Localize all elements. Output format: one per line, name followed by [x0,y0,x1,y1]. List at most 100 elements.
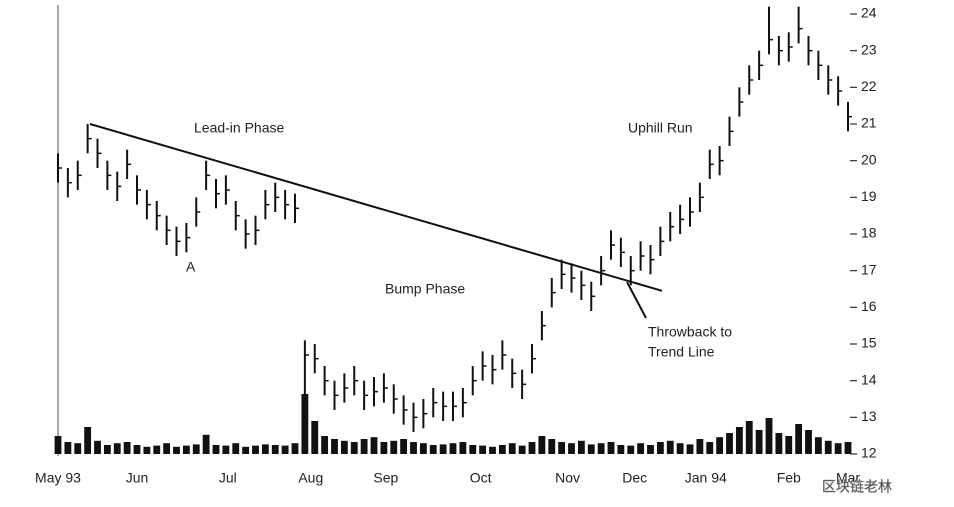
volume-bar [716,437,724,454]
volume-bar [538,436,546,454]
volume-bar [143,446,151,454]
y-tick-label: 19 [861,188,877,204]
volume-bar [429,445,437,454]
volume-bar [587,444,595,454]
volume-bar [834,443,842,454]
volume-bar [360,439,368,454]
y-tick-label: 22 [861,78,877,94]
volume-bar [627,445,635,454]
volume-bar [271,445,279,454]
annotation: Throwback to [648,324,732,340]
volume-bar [439,444,447,454]
volume-bar [489,446,496,454]
volume-bar [74,443,82,454]
volume-bar [202,434,210,454]
volume-bar [785,436,793,454]
volume-bar [350,442,358,454]
watermark: 区块链老林 [822,479,892,495]
y-tick-label: 16 [861,298,877,314]
x-tick-label: May 93 [35,470,81,486]
annotation-pointer [626,281,647,319]
volume-bar [528,442,536,454]
volume-bar [64,442,72,454]
y-tick-label: 12 [861,445,877,461]
y-tick-label: 13 [861,408,877,424]
volume-bar [380,442,388,454]
volume-bar [321,436,329,454]
volume-bar [656,442,664,454]
volume-bar [153,445,161,454]
y-tick-label: 21 [861,115,877,131]
volume-bar [795,424,803,454]
volume-bar [400,439,408,454]
y-tick-label: 20 [861,151,877,167]
volume-bar [676,443,684,454]
volume-bar [222,445,230,454]
annotation: Lead-in Phase [194,120,285,136]
x-tick-label: Jun [126,470,149,486]
volume-bar [94,440,101,454]
volume-bar [390,440,398,454]
annotation: Uphill Run [628,120,693,136]
volume-bar [54,436,62,454]
volume-bar [755,430,763,454]
x-tick-label: Nov [555,470,580,486]
volume-bar [103,445,111,454]
annotation: A [186,259,196,275]
volume-bar [469,445,477,454]
volume-bar [577,440,585,454]
y-tick-label: 17 [861,261,877,277]
trend-line [89,123,663,292]
volume-bar [479,445,487,454]
x-tick-label: Aug [298,470,323,486]
y-tick-label: 15 [861,335,877,351]
x-tick-label: Sep [373,470,398,486]
volume-bar [617,445,625,454]
volume-bar [261,444,269,454]
volume-bar [597,443,605,454]
volume-bar [410,442,417,454]
x-tick-label: Oct [470,470,492,486]
y-tick-label: 18 [861,225,877,241]
volume-bar [726,433,733,454]
volume-bar [568,443,575,454]
volume-bar [607,442,615,454]
volume-bar [775,433,783,454]
volume-bar [113,443,121,454]
volume-bar [548,439,556,454]
volume-bar [331,439,338,454]
volume-bar [232,443,240,454]
volume-bar [745,421,753,454]
volume-bar [419,443,427,454]
volume-bar [498,445,506,454]
volume-bar [508,443,516,454]
volume-bar [212,445,220,454]
volume-bar [182,445,190,454]
volume-bar [814,437,822,454]
volume-bar [311,421,319,454]
volume-bar [163,443,171,454]
annotation: Bump Phase [385,281,465,297]
volume-bar [449,443,457,454]
x-tick-label: Mar [836,470,860,486]
volume-bar [844,442,852,454]
volume-bar [647,445,654,454]
volume-bar [133,445,141,454]
annotation: Trend Line [648,344,715,360]
volume-bar [666,440,674,454]
volume-bar [686,444,694,454]
volume-bar [805,430,812,454]
x-tick-label: Jul [219,470,237,486]
volume-bar [706,442,714,454]
volume-bar [696,439,704,454]
volume-bar [173,446,180,454]
volume-bar [301,394,309,454]
y-tick-label: 14 [861,371,877,387]
volume-bar [824,440,832,454]
volume-bar [735,427,743,454]
volume-bar [370,437,378,454]
volume-bar [242,446,250,454]
volume-bar [518,445,526,454]
volume-bar [765,418,773,454]
